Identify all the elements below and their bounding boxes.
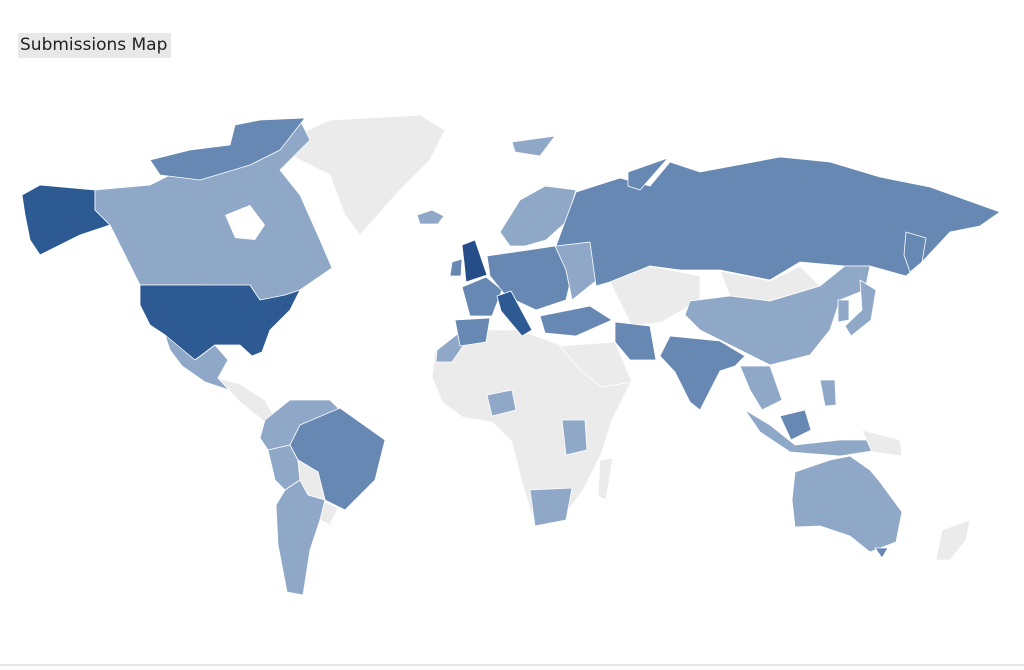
usa[interactable]: [139, 284, 301, 361]
nigeria[interactable]: [486, 389, 517, 417]
africa[interactable]: [431, 329, 633, 526]
argentina-chile[interactable]: [275, 479, 326, 596]
philippines[interactable]: [819, 379, 837, 407]
arctic-islands[interactable]: [149, 117, 306, 181]
india[interactable]: [659, 335, 746, 411]
map-title: Submissions Map: [18, 33, 172, 58]
southeast-asia[interactable]: [739, 365, 783, 411]
iberia[interactable]: [454, 317, 491, 347]
svalbard[interactable]: [511, 135, 556, 157]
borneo[interactable]: [779, 409, 812, 441]
united-kingdom[interactable]: [461, 239, 488, 283]
japan[interactable]: [844, 279, 877, 337]
tasmania[interactable]: [874, 547, 889, 559]
hudson-bay[interactable]: [225, 205, 265, 240]
south-africa[interactable]: [529, 487, 573, 527]
central-asia[interactable]: [609, 265, 701, 327]
italy[interactable]: [496, 290, 533, 337]
indonesia[interactable]: [744, 409, 879, 457]
new-zealand[interactable]: [935, 519, 971, 561]
papua-new-guinea[interactable]: [861, 429, 903, 457]
turkey[interactable]: [539, 305, 613, 337]
china[interactable]: [684, 265, 871, 366]
uruguay[interactable]: [319, 501, 339, 526]
arabia[interactable]: [559, 341, 633, 388]
iran[interactable]: [614, 321, 657, 361]
kamchatka[interactable]: [903, 231, 927, 273]
alaska[interactable]: [21, 184, 111, 256]
ireland[interactable]: [449, 258, 463, 277]
central-america[interactable]: [217, 377, 277, 423]
tanzania[interactable]: [561, 419, 588, 456]
bottom-divider: [0, 664, 1024, 666]
greenland[interactable]: [284, 114, 446, 236]
korea[interactable]: [837, 299, 850, 323]
france[interactable]: [461, 276, 503, 317]
brazil[interactable]: [289, 407, 386, 511]
russia[interactable]: [555, 156, 1001, 287]
iceland[interactable]: [416, 209, 445, 225]
novaya-zemlya[interactable]: [627, 157, 669, 191]
australia[interactable]: [791, 455, 903, 553]
madagascar[interactable]: [597, 457, 614, 501]
